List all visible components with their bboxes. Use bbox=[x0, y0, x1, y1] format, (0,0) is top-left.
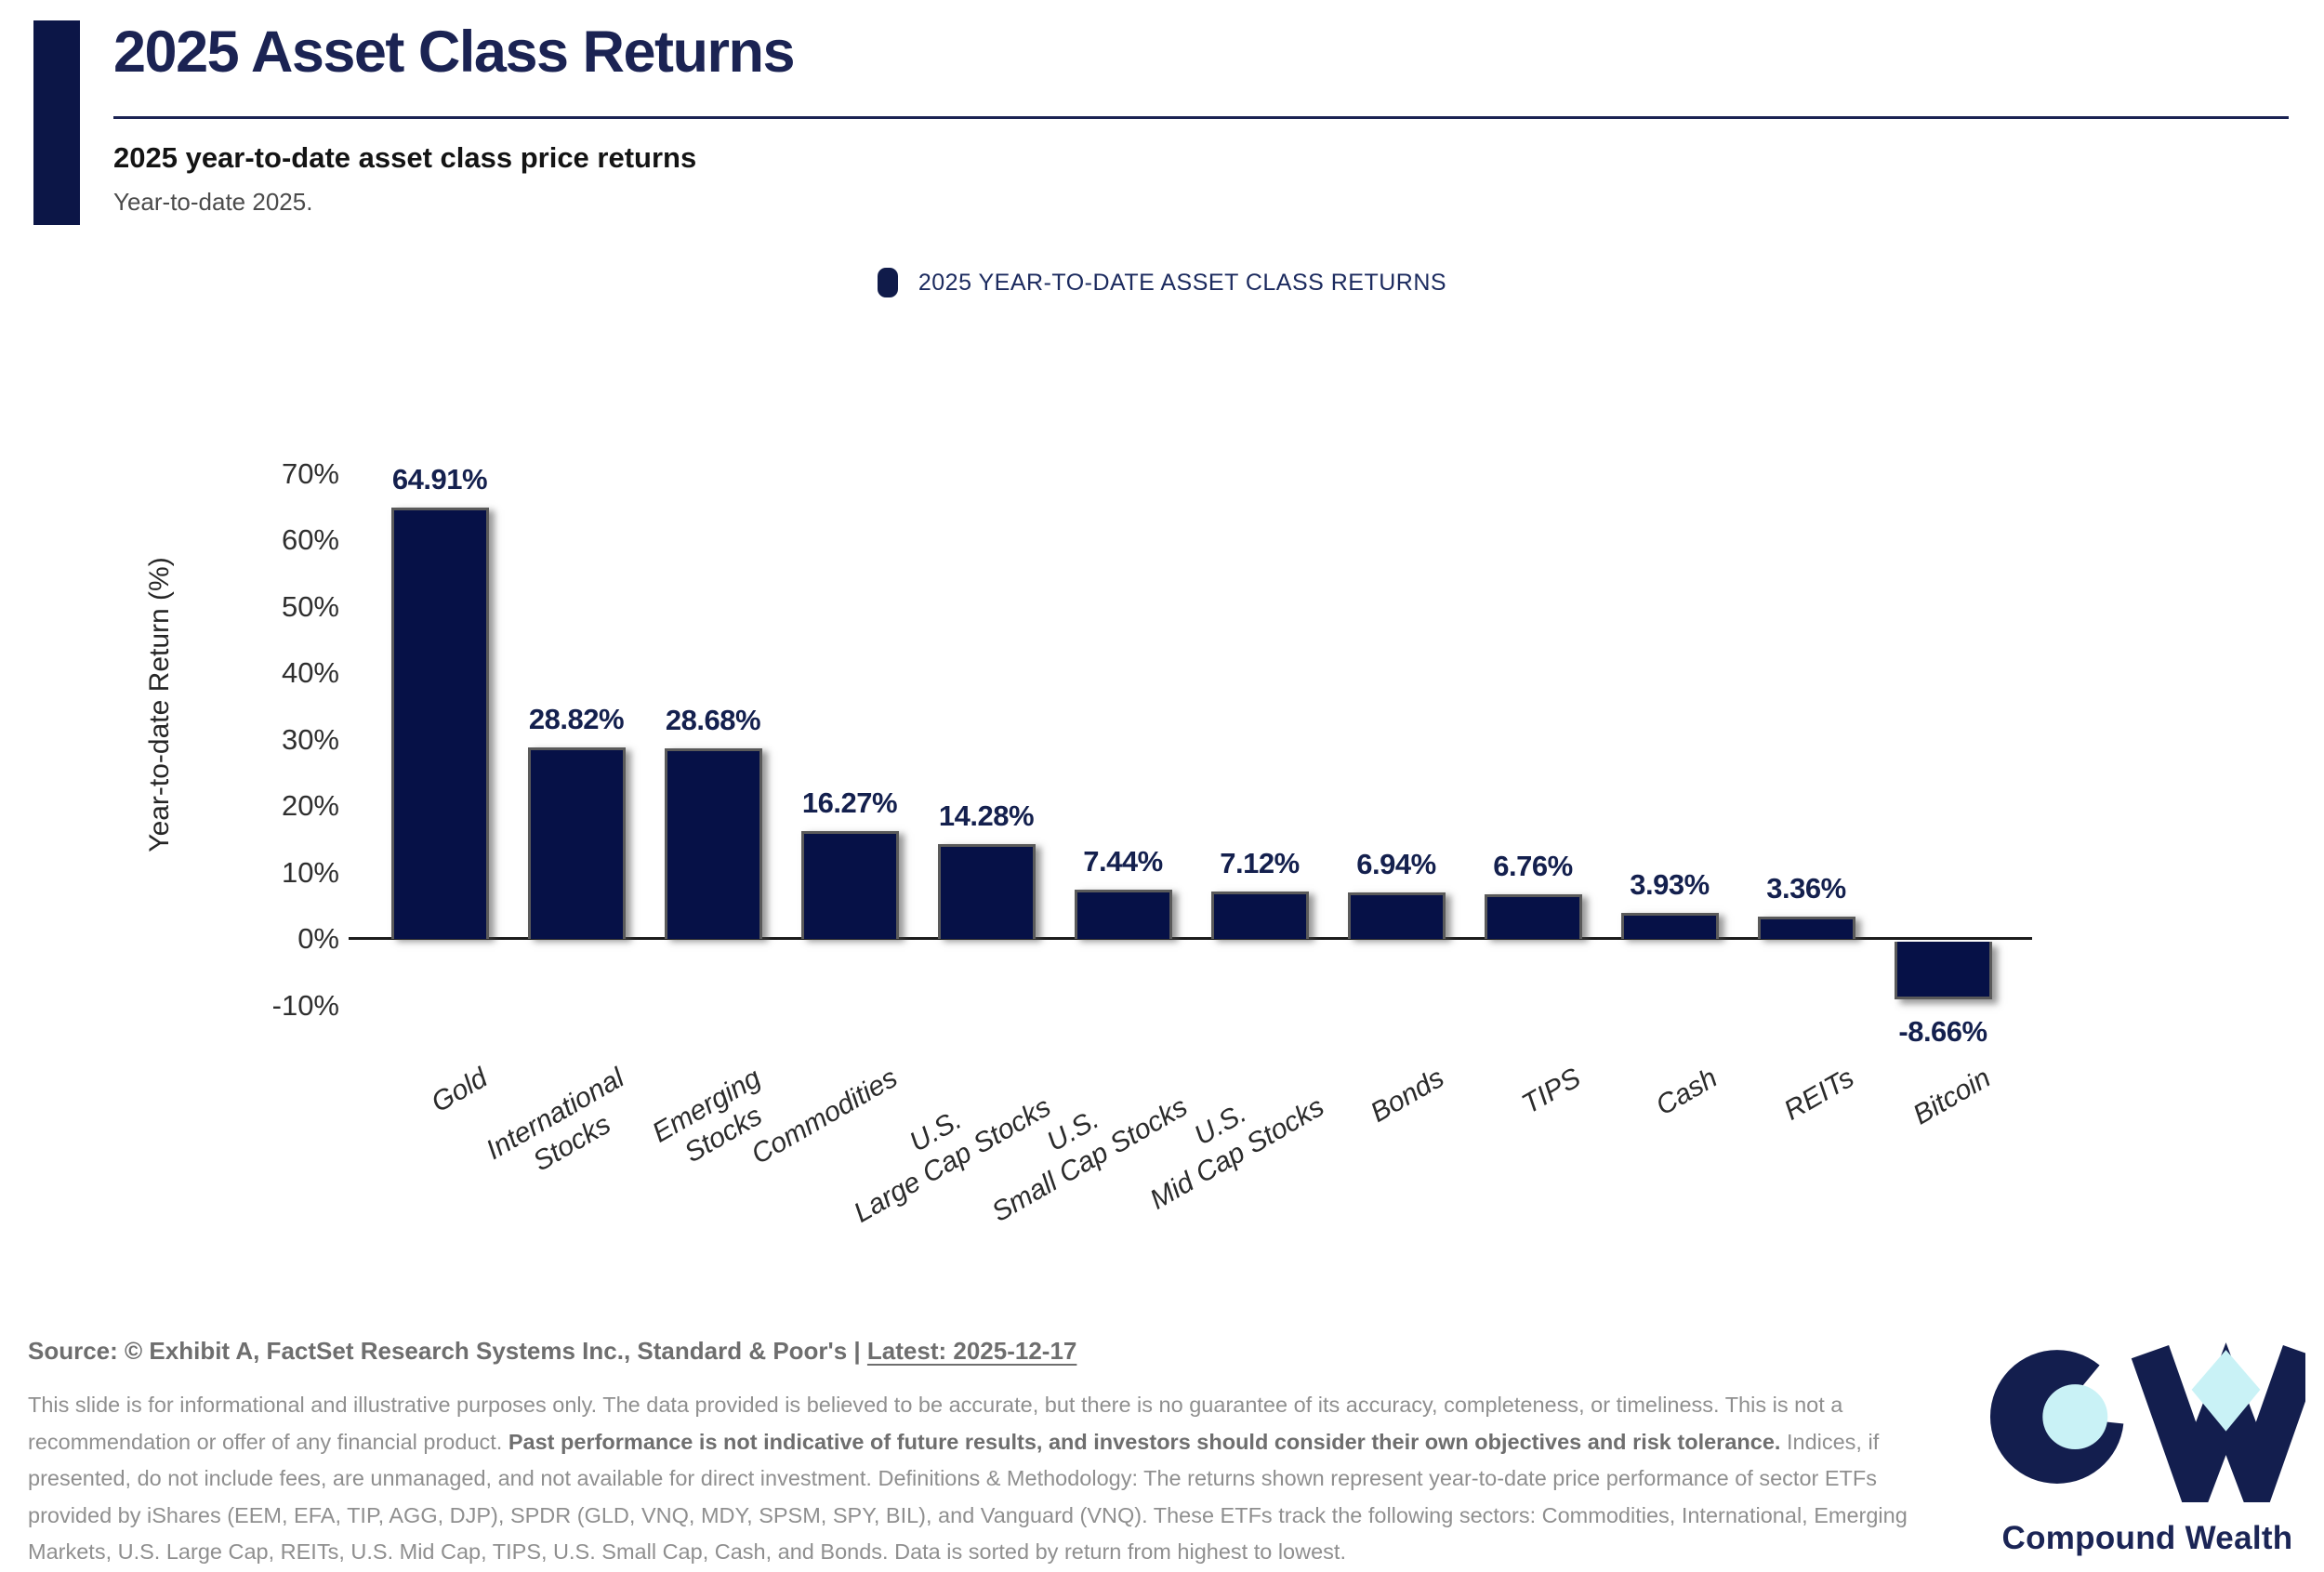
y-axis-title: Year-to-date Return (%) bbox=[144, 557, 175, 852]
x-tick-label: International Stocks bbox=[481, 1062, 629, 1178]
value-label: 14.28% bbox=[938, 799, 1035, 832]
value-label: 16.27% bbox=[801, 786, 898, 819]
x-tick-label: Bonds bbox=[1365, 1062, 1449, 1129]
disclaimer-part1: This slide is for informational and illu… bbox=[28, 1393, 1843, 1454]
value-label: 28.68% bbox=[665, 703, 761, 736]
y-tick-label: 70% bbox=[281, 456, 339, 490]
x-tick-label: TIPS bbox=[1516, 1062, 1586, 1120]
disclaimer-bold: Past performance is not indicative of fu… bbox=[508, 1429, 1781, 1454]
title-accent-bar bbox=[33, 20, 80, 225]
bar-bonds[interactable] bbox=[1347, 892, 1446, 939]
value-label: 6.76% bbox=[1493, 849, 1573, 882]
y-tick-label: 30% bbox=[281, 722, 339, 756]
bar-reits[interactable] bbox=[1757, 916, 1855, 939]
compound-wealth-logo: Compound Wealth bbox=[1989, 1324, 2321, 1557]
title-divider bbox=[113, 116, 2289, 119]
bar-u-s-mid-cap-stocks[interactable] bbox=[1210, 892, 1309, 939]
chart-subtitle: 2025 year-to-date asset class price retu… bbox=[113, 141, 697, 174]
y-tick-label: 60% bbox=[281, 523, 339, 556]
value-label: 64.91% bbox=[391, 462, 488, 495]
latest-date-link[interactable]: Latest: 2025-12-17 bbox=[866, 1337, 1077, 1365]
y-tick-label: 10% bbox=[281, 855, 339, 889]
x-tick-label: REITs bbox=[1778, 1062, 1859, 1127]
x-tick-label: Bitcoin bbox=[1908, 1062, 1996, 1131]
bar-international-stocks[interactable] bbox=[527, 746, 626, 939]
x-tick-label: Cash bbox=[1650, 1062, 1723, 1122]
legend-swatch-icon bbox=[877, 268, 898, 297]
period-caption: Year-to-date 2025. bbox=[113, 188, 313, 216]
bar-cash[interactable] bbox=[1620, 912, 1719, 939]
value-label: 6.94% bbox=[1356, 848, 1436, 881]
value-label: -8.66% bbox=[1898, 1014, 1987, 1048]
disclaimer-text: This slide is for informational and illu… bbox=[28, 1387, 1960, 1571]
x-axis-baseline bbox=[349, 937, 2032, 940]
legend-label: 2025 YEAR-TO-DATE ASSET CLASS RETURNS bbox=[918, 269, 1447, 296]
bar-gold[interactable] bbox=[390, 507, 489, 939]
bar-emerging-stocks[interactable] bbox=[664, 747, 762, 939]
bar-tips[interactable] bbox=[1484, 893, 1582, 939]
chart-legend: 2025 YEAR-TO-DATE ASSET CLASS RETURNS bbox=[0, 268, 2324, 297]
cw-logo-icon bbox=[1989, 1324, 2321, 1539]
y-tick-label: -10% bbox=[271, 988, 339, 1022]
y-tick-label: 40% bbox=[281, 656, 339, 689]
logo-wordmark: Compound Wealth bbox=[2001, 1520, 2293, 1556]
bar-bitcoin[interactable] bbox=[1894, 942, 1992, 999]
bar-u-s-large-cap-stocks[interactable] bbox=[937, 843, 1036, 939]
bar-commodities[interactable] bbox=[800, 830, 899, 939]
x-tick-label: Gold bbox=[426, 1062, 493, 1119]
y-tick-label: 50% bbox=[281, 589, 339, 623]
y-tick-label: 20% bbox=[281, 789, 339, 822]
value-label: 7.44% bbox=[1083, 844, 1163, 878]
value-label: 7.12% bbox=[1220, 847, 1300, 880]
page-title: 2025 Asset Class Returns bbox=[113, 20, 796, 85]
value-label: 3.93% bbox=[1630, 867, 1710, 901]
disclaimer-part2: Indices, if presented, do not include fe… bbox=[28, 1429, 1908, 1565]
value-label: 3.36% bbox=[1766, 871, 1846, 905]
bar-u-s-small-cap-stocks[interactable] bbox=[1074, 889, 1172, 939]
value-label: 28.82% bbox=[528, 702, 625, 735]
source-line: Source: © Exhibit A, FactSet Research Sy… bbox=[28, 1337, 1076, 1366]
source-text: Source: © Exhibit A, FactSet Research Sy… bbox=[28, 1337, 867, 1365]
y-tick-label: 0% bbox=[297, 922, 339, 955]
